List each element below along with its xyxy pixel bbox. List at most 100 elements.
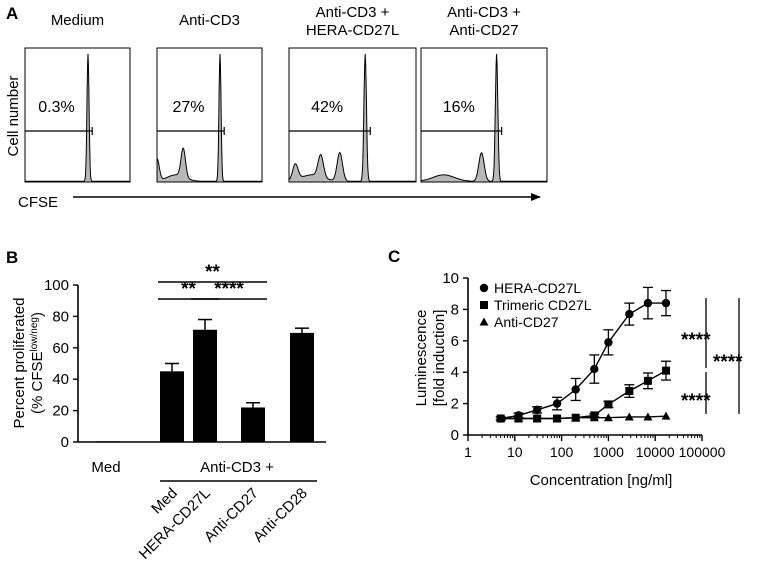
series-line — [500, 302, 666, 420]
data-point — [496, 414, 506, 423]
data-point — [571, 385, 580, 394]
histogram-title: Anti-CD3 + — [447, 4, 521, 21]
y-tick-label: 6 — [451, 333, 459, 350]
y-tick-label: 0 — [61, 434, 69, 451]
data-point — [552, 399, 562, 408]
significance-label: **** — [214, 279, 244, 300]
data-point — [643, 376, 652, 385]
y-tick-label: 60 — [52, 340, 69, 357]
bar — [96, 441, 120, 442]
data-point — [480, 301, 488, 309]
histogram-curve — [156, 53, 263, 183]
bar — [241, 407, 265, 442]
data-point — [604, 338, 613, 347]
panel-a-xlabel: CFSE — [18, 194, 58, 211]
histogram-curve — [288, 53, 417, 183]
x-tick-label: 10 — [507, 444, 523, 460]
ylabel-superscript: low/neg — [29, 317, 40, 351]
y-tick-label: 4 — [451, 364, 459, 381]
data-point — [604, 400, 613, 409]
sig-label-3: **** — [681, 391, 711, 412]
bar — [290, 332, 314, 442]
data-point — [643, 298, 653, 308]
sig-label-1: **** — [681, 330, 711, 351]
data-point — [589, 413, 599, 422]
group-label-anti-cd3: Anti-CD3 + — [200, 459, 274, 476]
bar-chart: 020406080100MedHERA-CD27LAnti-CD27Anti-C… — [44, 262, 326, 563]
bar — [193, 329, 217, 442]
panel-c-xlabel: Concentration [ng/ml] — [530, 472, 673, 489]
panel-b-ylabel-line1: Percent proliferated — [11, 298, 28, 429]
histogram-frame — [288, 47, 417, 183]
data-point — [532, 414, 542, 423]
legend-label: Trimeric CD27L — [494, 297, 592, 313]
x-tick-label: 1000 — [593, 444, 624, 460]
x-tick-label: 100000 — [679, 444, 726, 460]
panel-c: C Luminescence [fold induction] Concentr… — [388, 247, 743, 489]
legend-label: Anti-CD27 — [494, 314, 559, 330]
y-tick-label: 80 — [52, 308, 69, 325]
y-tick-label: 100 — [44, 277, 69, 294]
series-line — [500, 415, 667, 420]
x-tick-label: 1 — [464, 444, 472, 460]
dose-response-chart: 0 2 4 6 8 10 1 10 100 1000 10000 100000 HERA-CD27LTr… — [442, 270, 725, 460]
panel-a-letter: A — [6, 4, 18, 23]
panel-b-ylabel-line2: (% CFSElow/neg) — [29, 312, 46, 414]
y-tick-label: 2 — [451, 396, 459, 413]
data-point — [603, 413, 613, 422]
ylabel-suffix: ) — [29, 312, 46, 317]
group-label-med: Med — [91, 459, 120, 476]
y-tick-label: 20 — [52, 403, 69, 420]
data-point — [479, 317, 489, 326]
data-point — [590, 364, 599, 374]
data-point — [552, 414, 562, 423]
y-tick-label: 10 — [442, 270, 459, 287]
panel-b: B Percent proliferated (% CFSElow/neg) 0… — [6, 248, 326, 563]
data-point — [571, 413, 581, 422]
histogram-title: Anti-CD3 + — [316, 4, 390, 21]
ylabel-prefix: (% CFSE — [29, 351, 46, 414]
x-tick-label: 100 — [550, 444, 574, 460]
data-point — [661, 366, 670, 375]
data-point — [624, 412, 634, 421]
gate-percent-label: 16% — [443, 99, 475, 116]
series-line — [500, 369, 667, 420]
data-point — [514, 414, 524, 423]
data-point — [479, 283, 489, 293]
gate-percent-label: 42% — [311, 99, 343, 116]
sig-label-2: **** — [713, 352, 743, 373]
y-tick-label: 0 — [451, 427, 459, 444]
panel-c-letter: C — [388, 247, 400, 266]
legend-label: HERA-CD27L — [494, 280, 581, 296]
data-point — [532, 405, 542, 415]
series-hera-cd27l — [495, 286, 671, 423]
y-tick-label: 8 — [451, 301, 459, 318]
histogram-title: Medium — [51, 12, 104, 29]
y-tick-label: 40 — [52, 371, 69, 388]
histogram-curve — [24, 53, 131, 183]
histogram-curve — [420, 53, 548, 183]
histogram-title: HERA-CD27L — [306, 22, 399, 39]
panel-c-ylabel-line1: Luminescence — [413, 310, 430, 407]
x-tick-label: Anti-CD28 — [250, 485, 311, 546]
bar — [160, 371, 184, 442]
data-point — [643, 412, 653, 421]
panel-a: A Cell number CFSE Medium 0.3% Anti-CD3 27%… — [5, 4, 548, 211]
panel-a-ylabel: Cell number — [5, 76, 22, 157]
panel-c-ylabel-line2: [fold induction] — [431, 310, 448, 407]
significance-label: ** — [181, 279, 196, 300]
gate-percent-label: 27% — [172, 99, 204, 116]
histogram-title: Anti-CD27 — [449, 22, 518, 39]
x-tick-label: 10000 — [636, 444, 675, 460]
data-point — [661, 411, 671, 420]
gate-percent-label: 0.3% — [38, 99, 74, 116]
data-point — [661, 298, 671, 308]
data-point — [625, 387, 634, 396]
significance-label: ** — [205, 262, 220, 283]
series-anti-cd27 — [496, 411, 671, 423]
histogram-title: Anti-CD3 — [179, 12, 240, 29]
panel-b-letter: B — [6, 248, 18, 267]
data-point — [625, 309, 634, 319]
